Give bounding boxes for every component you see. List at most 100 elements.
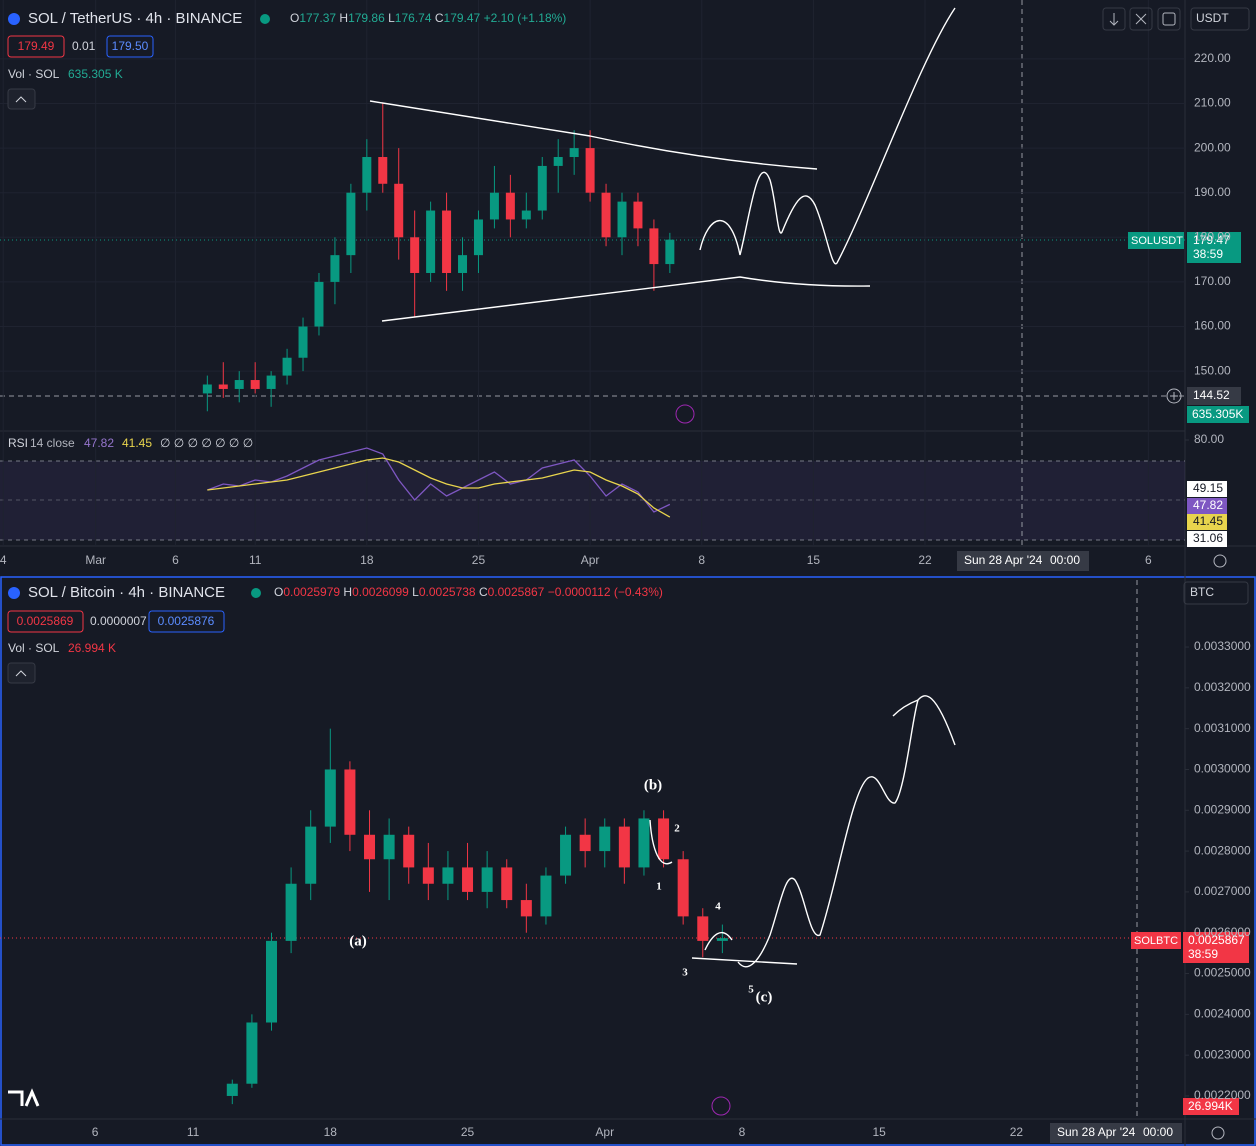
candle-body [266,375,276,389]
indicator-title[interactable]: RSI [8,436,28,450]
x-tick-label: 18 [360,553,374,567]
rsi-badge-text: 41.45 [1193,514,1223,528]
candle-body [537,165,547,211]
candle-body [649,228,659,265]
volume-badge [1187,406,1249,423]
icon [1162,12,1176,26]
x-tick-label: 22 [1010,1125,1024,1139]
events-icon[interactable] [675,404,695,424]
buy-button[interactable] [106,35,154,58]
change: +2.10 (+1.18%) [484,11,567,25]
y-tick-label: 150.00 [1194,363,1231,377]
date-badge-text: Sun 28 Apr '24 [1057,1125,1136,1139]
x-tick-label: Apr [595,1125,614,1139]
candle-body [226,1083,238,1096]
ohlc-value: 176.74 [395,11,432,25]
symbol-icon[interactable] [8,13,20,25]
time-badge-text: 00:00 [1050,553,1080,567]
ohlc-value: 0.0025979 [283,585,340,599]
collapse-button[interactable] [7,88,36,110]
date-badge-text: Sun 28 Apr '24 [964,553,1043,567]
price-badge [1187,232,1241,263]
candle-body [665,239,675,265]
candle-body [410,237,420,273]
currency[interactable]: USDT [1196,11,1229,25]
x-tick-label: 22 [918,553,932,567]
add-alert-button[interactable] [1166,388,1182,404]
crosshair-badge [1187,387,1241,405]
indicator-value: 41.45 [122,436,152,450]
chart-title[interactable]: SOL / TetherUS · 4h · BINANCE [28,10,242,27]
rsi-badge [1187,531,1227,547]
countdown: 38:59 [1188,947,1218,961]
ohlc-value: 0.0026099 [352,585,409,599]
rsi-badge [1187,514,1227,530]
currency-select[interactable] [1183,581,1249,605]
symbol-badge [1131,932,1181,949]
x-tick-label: 8 [739,1125,746,1139]
candle-body [617,201,627,238]
settings-button[interactable] [1211,1126,1225,1140]
symbol-icon[interactable] [8,587,20,599]
ohlc-value: 177.37 [299,11,336,25]
candle-body [462,867,474,892]
candle-body [324,769,336,827]
y-tick-label: 190.00 [1194,185,1231,199]
price-badge-text: 0.0025867 [1188,933,1245,947]
candle-body [601,192,611,238]
x-tick-label: 18 [324,1125,338,1139]
collapse-button[interactable] [7,662,36,684]
support-line [691,957,798,965]
candle-body [442,210,452,273]
candle-body [218,384,228,389]
candle-body [716,938,728,941]
x-tick-label: 6 [1145,553,1152,567]
y-tick-label: 0.0028000 [1194,843,1251,857]
spread: 0.0000007 [90,614,147,628]
ohlc-label: L [388,11,395,25]
rsi-badge-text: 31.06 [1193,531,1223,545]
y-tick-label: 0.0025000 [1194,966,1251,980]
x-tick-label: Mar [85,553,106,567]
bid[interactable]: 179.49 [18,39,55,53]
buy-button[interactable] [148,610,225,633]
y-tick-label: 0.0027000 [1194,884,1251,898]
rsi-badge-text: 47.82 [1193,498,1223,512]
projection-drawing [737,695,956,968]
logo[interactable] [8,1088,40,1107]
events-icon[interactable] [711,1096,731,1116]
sell-button[interactable] [7,610,84,633]
candle-body [378,157,388,184]
ohlc-value: 0.0025867 [488,585,545,599]
sell-button[interactable] [7,35,65,58]
ask[interactable]: 0.0025876 [158,614,215,628]
currency-select[interactable] [1190,7,1250,31]
candle-body [202,384,212,394]
candle-body [458,255,468,273]
date-badge [957,551,1089,571]
bid[interactable]: 0.0025869 [17,614,74,628]
toolbar-button[interactable] [1129,7,1153,31]
ohlc-value: 179.86 [348,11,385,25]
candle-body [442,867,454,884]
y-tick-label: 0.0026000 [1194,925,1251,939]
market-status [260,14,270,24]
toolbar-button[interactable] [1102,7,1126,31]
currency[interactable]: BTC [1190,585,1214,599]
chart-title[interactable]: SOL / Bitcoin · 4h · BINANCE [28,584,225,601]
candle-body [697,916,709,941]
toolbar-button[interactable] [1157,7,1181,31]
annotation: 1 [656,881,662,893]
ohlc-value: 179.47 [444,11,481,25]
trend-line-upper [369,100,818,170]
spread: 0.01 [72,39,96,53]
candle-body [658,818,670,860]
y-tick-label: 220.00 [1194,51,1231,65]
x-tick-label: 8 [698,553,705,567]
candle-body [383,834,395,860]
ask[interactable]: 179.50 [112,39,149,53]
indicator-line [207,447,671,513]
plot [0,0,1189,1105]
settings-button[interactable] [1213,554,1227,568]
